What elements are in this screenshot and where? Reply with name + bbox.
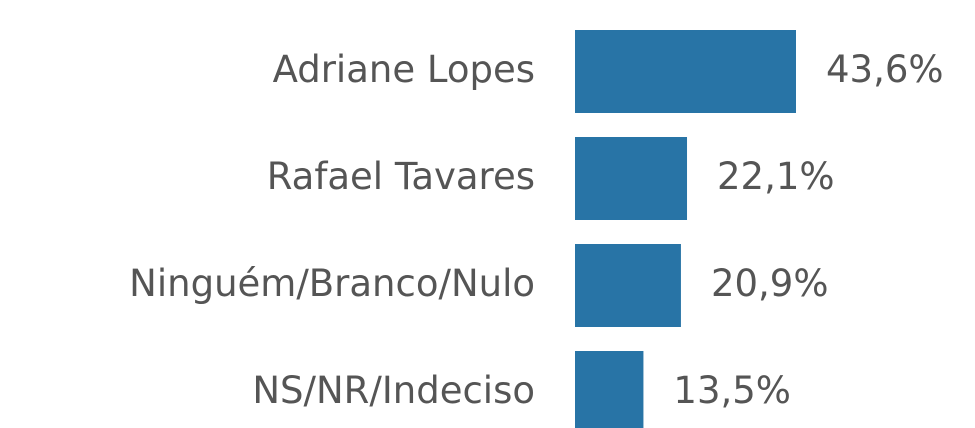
value-label: 22,1% [717, 155, 835, 198]
bar [575, 30, 796, 113]
value-label: 43,6% [826, 48, 944, 91]
category-label: Ninguém/Branco/Nulo [129, 262, 535, 305]
bar [575, 351, 644, 428]
category-label: Adriane Lopes [273, 48, 535, 91]
value-label: 13,5% [673, 369, 791, 412]
category-label: NS/NR/Indeciso [252, 369, 535, 412]
value-label: 20,9% [711, 262, 829, 305]
bar [575, 137, 688, 220]
bar [575, 244, 681, 327]
category-label: Rafael Tavares [267, 155, 535, 198]
